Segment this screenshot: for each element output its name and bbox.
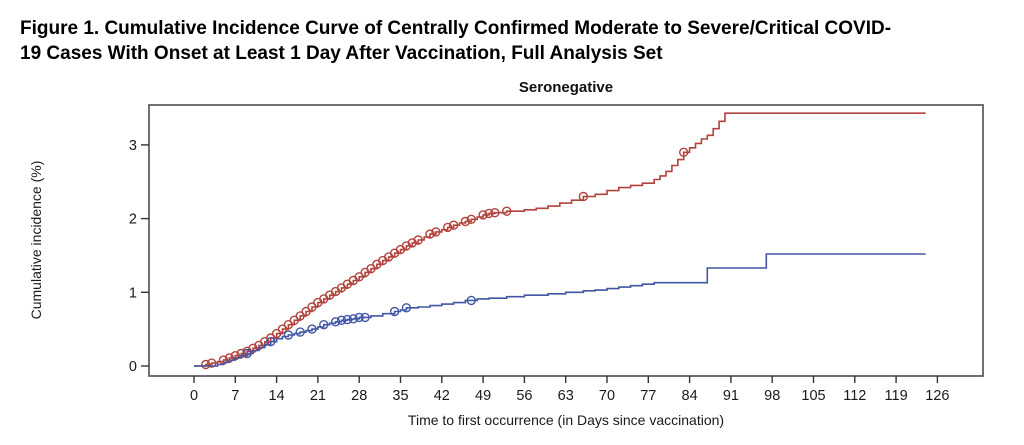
y-tick-label: 2 — [129, 212, 137, 228]
event-marker — [201, 359, 211, 370]
event-marker — [490, 207, 500, 218]
chart-subtitle: Seronegative — [518, 79, 614, 96]
event-marker — [460, 216, 471, 227]
event-marker — [295, 311, 305, 321]
event-marker — [295, 327, 305, 337]
series-1-markers — [201, 147, 689, 370]
event-marker — [466, 214, 476, 225]
figure-title-line1: Figure 1. Cumulative Incidence Curve of … — [20, 18, 892, 39]
event-marker — [679, 147, 689, 158]
event-marker — [319, 320, 329, 330]
x-tick-label: 91 — [723, 388, 739, 404]
figure-title-line2: 19 Cases With Onset at Least 1 Day After… — [20, 43, 663, 64]
event-marker — [366, 264, 376, 274]
event-marker — [266, 337, 276, 347]
event-marker — [466, 295, 476, 306]
x-tick-label: 28 — [351, 388, 367, 404]
event-marker — [425, 229, 435, 239]
event-marker — [502, 206, 512, 216]
y-tick-label: 3 — [129, 138, 137, 154]
event-marker — [431, 227, 441, 237]
y-tick-label: 1 — [129, 285, 137, 301]
event-marker — [307, 324, 317, 334]
y-tick-label: 0 — [129, 359, 137, 375]
event-marker — [283, 330, 294, 340]
event-marker — [389, 306, 400, 317]
event-marker — [206, 358, 217, 368]
figure-title: Figure 1. Cumulative Incidence Curve of … — [20, 16, 891, 66]
event-marker — [443, 222, 453, 233]
x-tick-label: 49 — [475, 388, 491, 404]
event-marker — [289, 315, 299, 325]
x-tick-label: 70 — [599, 388, 615, 404]
event-marker — [242, 348, 252, 359]
event-marker — [448, 220, 459, 230]
x-axis: 0 7 14 21 28 35 42 49 56 63 70 77 84 91 98 105 112 119 126 — [190, 376, 950, 404]
event-marker — [354, 272, 364, 282]
event-marker — [307, 302, 317, 312]
event-marker — [283, 320, 294, 330]
event-marker — [348, 314, 358, 324]
series-1-line — [194, 112, 926, 367]
x-tick-label: 7 — [231, 388, 239, 404]
x-tick-label: 105 — [801, 388, 825, 404]
x-tick-label: 98 — [764, 388, 780, 404]
x-tick-label: 77 — [640, 388, 656, 404]
series-2-markers — [242, 295, 476, 359]
event-marker — [336, 315, 347, 325]
event-marker — [354, 312, 364, 323]
x-tick-label: 119 — [885, 388, 908, 404]
x-tick-label: 0 — [190, 388, 198, 404]
event-marker — [301, 306, 311, 317]
series-2-line — [194, 253, 926, 367]
y-axis: 0 1 2 3 — [129, 138, 149, 375]
x-tick-label: 63 — [558, 388, 574, 404]
x-tick-label: 42 — [434, 388, 450, 404]
event-marker — [484, 208, 494, 219]
event-marker — [330, 317, 341, 327]
x-tick-label: 14 — [269, 388, 285, 404]
event-marker — [277, 324, 288, 334]
y-axis-label: Cumulative incidence (%) — [28, 160, 44, 320]
x-tick-label: 21 — [310, 388, 326, 404]
x-tick-label: 35 — [392, 388, 408, 404]
event-marker — [360, 312, 370, 323]
x-tick-label: 84 — [682, 388, 698, 404]
event-marker — [271, 328, 282, 339]
x-axis-label: Time to first occurrence (in Days since … — [407, 412, 725, 428]
event-marker — [478, 210, 488, 220]
x-tick-label: 112 — [843, 388, 866, 404]
x-tick-label: 56 — [516, 388, 532, 404]
event-marker — [342, 314, 353, 325]
event-marker — [401, 303, 412, 313]
event-marker — [413, 235, 423, 245]
event-marker — [578, 191, 589, 202]
x-tick-label: 126 — [925, 388, 949, 404]
